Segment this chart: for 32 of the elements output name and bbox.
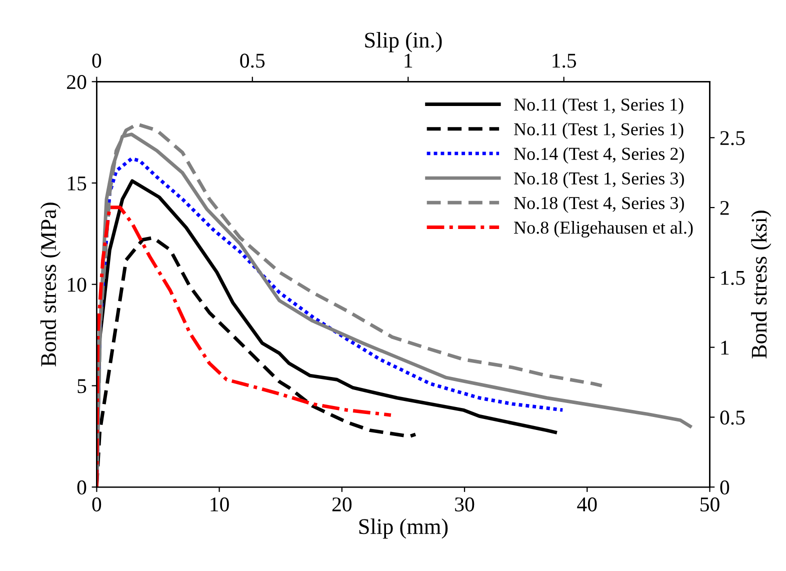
x-tick-label: 40 (577, 497, 597, 512)
y2-tick-label: 2 (720, 200, 729, 215)
y2-axis-title: Bond stress (ksi) (751, 210, 772, 358)
legend-label: No.11 (Test 1, Series 1) (514, 98, 684, 114)
x-tick-label: 10 (210, 497, 229, 512)
y2-tick-label: 1.5 (721, 270, 745, 285)
y-tick-label: 20 (67, 75, 86, 90)
x-tick-label: 50 (700, 497, 720, 512)
y2-tick-label: 2.5 (720, 131, 745, 146)
legend-label: No.11 (Test 1, Series 1) (514, 122, 684, 139)
x-tick-label: 30 (455, 497, 474, 512)
y-tick-label: 5 (78, 379, 86, 394)
y2-tick-label: 0 (720, 480, 730, 494)
x-tick-label: 0 (92, 497, 102, 512)
legend-label: No.18 (Test 4, Series 3) (514, 196, 684, 213)
legend-label: No.18 (Test 1, Series 3) (514, 172, 684, 188)
y-tick-label: 15 (68, 176, 86, 190)
y2-tick-label: 1 (721, 340, 729, 355)
x2-axis-title: Slip (in.) (365, 32, 442, 52)
y-tick-label: 0 (77, 480, 86, 494)
y2-tick-label: 0.5 (720, 410, 745, 425)
x2-tick-label: 0 (92, 54, 102, 68)
legend-label: No.8 (Eligehausen et al.) (514, 221, 693, 238)
x-tick-label: 20 (332, 497, 352, 512)
y-axis-title: Bond stress (MPa) (40, 202, 61, 366)
line-series (96, 206, 393, 488)
x2-tick-label: 1 (404, 54, 412, 68)
y-tick-label: 10 (68, 278, 86, 292)
x-axis-title: Slip (mm) (359, 518, 448, 539)
legend-label: No.14 (Test 4, Series 2) (514, 147, 684, 164)
x2-tick-label: 0.5 (240, 54, 265, 68)
x2-tick-label: 1.5 (552, 54, 576, 68)
